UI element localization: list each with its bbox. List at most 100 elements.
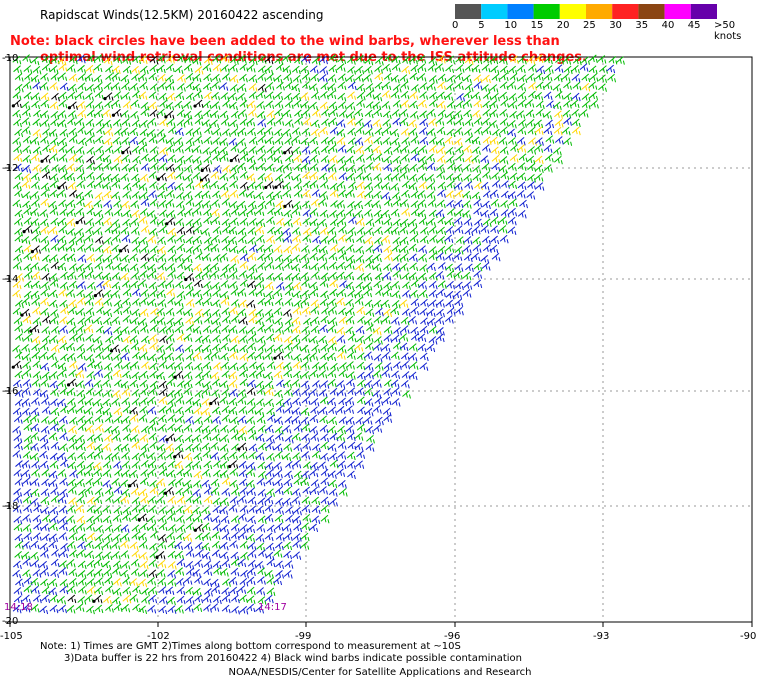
wind-barb [381,351,391,361]
wind-barb [111,451,121,461]
wind-barb [148,505,158,514]
wind-barb [50,407,60,417]
wind-barb [410,333,420,342]
wind-barb [246,567,256,577]
wind-barb [249,361,258,370]
wind-barb [373,244,383,253]
wind-barb [255,272,265,282]
wind-barb [300,541,310,550]
wind-barb [544,55,553,65]
wind-barb [95,406,105,416]
wind-barb [543,144,553,153]
wind-barb [517,99,527,109]
wind-barb [302,117,312,127]
lat-label: -12 [2,163,19,174]
wind-barb [329,288,339,298]
wind-barb [113,353,123,362]
wind-barb [31,335,41,345]
wind-barb [148,91,158,100]
wind-barb [402,56,411,65]
wind-barb [149,542,158,552]
wind-barb [264,252,274,262]
wind-barb [255,317,265,326]
wind-barb [265,441,275,451]
wind-barb [14,478,24,487]
wind-barb [246,603,256,613]
wind-barb [93,227,103,236]
wind-barb [292,397,301,406]
wind-barb [319,66,329,75]
wind-barb [23,585,33,594]
wind-barb [390,226,400,236]
wind-barb [85,416,94,425]
wind-barb [309,208,319,217]
wind-barb [248,56,258,66]
wind-barb [174,100,184,110]
wind-barb [129,578,139,587]
wind-barb [210,270,220,279]
wind-barb [329,271,338,281]
wind-barb [139,406,149,415]
wind-barb [14,351,24,361]
wind-barb [293,424,303,433]
contamination-dot [155,555,159,560]
wind-barb [498,216,508,225]
wind-barb [158,424,167,433]
wind-barb [193,217,202,227]
wind-barb [22,135,32,145]
wind-barb [211,325,221,335]
wind-barb [165,102,175,111]
wind-barb [94,192,104,201]
wind-barb [40,362,50,372]
wind-barb [364,387,374,397]
wind-barb [177,261,186,270]
wind-barb [75,228,85,237]
wind-barb [201,334,211,344]
wind-barb [401,189,410,199]
wind-barb [437,81,446,91]
wind-barb [336,335,346,344]
wind-barb [229,172,239,181]
wind-barb [274,136,284,146]
wind-barb [392,270,402,279]
wind-barb [300,65,310,75]
wind-barb [192,172,202,181]
wind-barb [194,362,203,372]
wind-barb [373,173,383,182]
lat-label: -10 [2,53,19,64]
wind-barb [21,551,31,560]
wind-barb [22,145,32,154]
wind-barb [50,137,59,147]
wind-barb [157,108,167,117]
wind-barb [364,236,374,246]
wind-barb [40,288,50,298]
wind-barb [311,496,321,506]
wind-barb [203,56,213,66]
wind-barb [354,343,364,352]
wind-barb [311,361,321,371]
wind-barb [400,81,410,90]
contamination-dot [40,159,44,163]
wind-barb [111,316,121,325]
wind-barb [319,262,329,271]
wind-barb [94,101,104,110]
wind-barb [318,198,328,207]
wind-barb [419,110,429,119]
wind-barb [140,225,150,234]
wind-barb [455,153,465,163]
wind-barb [96,306,105,315]
wind-barb [239,369,248,379]
wind-barb [147,396,157,405]
wind-barb [527,146,537,155]
wind-barb [247,207,256,216]
wind-barb [338,369,348,379]
wind-barb [391,63,401,72]
wind-barb [122,190,132,200]
wind-barb [275,325,284,335]
wind-barb [78,488,87,498]
wind-barb [464,63,474,73]
wind-barb [319,362,329,371]
wind-barb [157,253,167,263]
wind-barb [328,64,338,74]
wind-barb [301,334,311,343]
